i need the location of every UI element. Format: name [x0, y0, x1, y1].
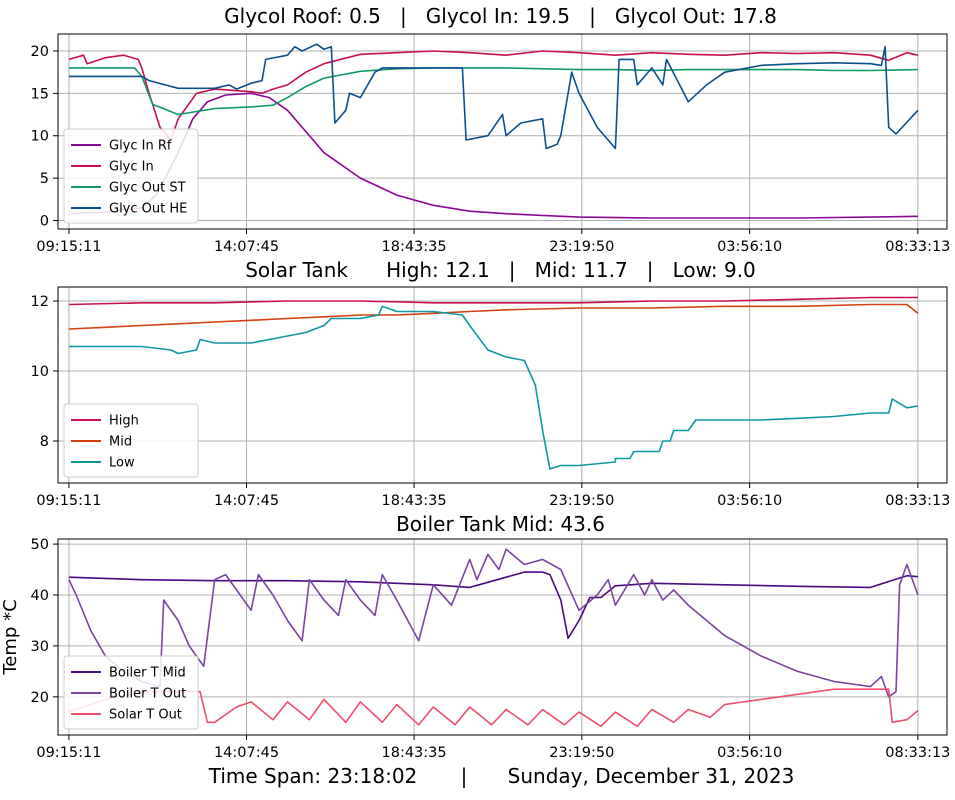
- solar-tank-ytick-label-0: 8: [40, 434, 49, 450]
- solar-tank-ytick-label-2: 12: [31, 294, 49, 310]
- glycol-legend: Glyc In Rf Glyc In Glyc Out ST Glyc Out HE: [63, 128, 199, 224]
- boiler-tank-legend-box: [63, 655, 199, 730]
- solar-tank-xtick-label-2: 18:43:35: [382, 493, 447, 509]
- solar-tank-xtick-label-5: 08:33:13: [885, 493, 950, 509]
- solar-tank-chart: Solar Tank High: 12.1 | Mid: 11.7 | Low:…: [31, 258, 951, 509]
- boiler-tank-ytick-label-3: 50: [31, 537, 49, 553]
- boiler-tank-series-solar-t-out: [68, 688, 919, 728]
- solar-tank-xtick-label-0: 09:15:11: [36, 493, 101, 509]
- solar-tank-xtick-label-3: 23:19:50: [549, 493, 614, 509]
- glycol-legend-label-1: Glyc In: [109, 160, 154, 175]
- glycol-xtick-label-3: 23:19:50: [549, 239, 614, 255]
- glycol-legend-label-2: Glyc Out ST: [109, 181, 186, 196]
- glycol-ytick-label-4: 20: [31, 44, 49, 60]
- solar-tank-series-low: [68, 305, 919, 470]
- glycol-legend-box: [63, 128, 199, 224]
- glycol-chart: Glycol Roof: 0.5 | Glycol In: 19.5 | Gly…: [31, 4, 951, 255]
- boiler-tank-chart: Boiler Tank Mid: 43.6 09:15:11 14:07:45 18:…: [0, 512, 950, 761]
- boiler-tank-ytick-label-1: 30: [31, 639, 49, 655]
- glycol-legend-label-0: Glyc In Rf: [109, 139, 172, 154]
- footer: Time Span: 23:18:02 | Sunday, December 3…: [208, 764, 795, 788]
- glycol-xtick-label-2: 18:43:35: [382, 239, 447, 255]
- boiler-tank-xtick-label-3: 23:19:50: [549, 745, 614, 761]
- boiler-tank-plot-frame: [57, 538, 948, 736]
- solar-tank-legend-label-1: Mid: [109, 435, 132, 450]
- glycol-plot-frame: [57, 33, 948, 230]
- solar-tank-series-high: [68, 296, 918, 306]
- glycol-xtick-label-5: 08:33:13: [885, 239, 950, 255]
- boiler-tank-xtick-label-4: 03:56:10: [717, 745, 782, 761]
- glycol-legend-label-3: Glyc Out HE: [109, 202, 187, 217]
- solar-tank-legend-label-0: High: [109, 414, 139, 429]
- solar-tank-ytick-label-1: 10: [31, 364, 49, 380]
- boiler-tank-xtick-label-1: 14:07:45: [214, 745, 279, 761]
- glycol-series-glyc-out-he: [68, 43, 919, 150]
- glycol-xtick-label-0: 09:15:11: [36, 239, 101, 255]
- glycol-xtick-label-1: 14:07:45: [214, 239, 279, 255]
- solar-tank-legend-label-2: Low: [109, 456, 135, 471]
- glycol-ytick-label-2: 10: [31, 129, 49, 145]
- boiler-tank-ytick-label-0: 20: [31, 690, 49, 706]
- solar-tank-xtick-label-4: 03:56:10: [717, 493, 782, 509]
- boiler-tank-xtick-label-5: 08:33:13: [885, 745, 950, 761]
- boiler-tank-series-boiler-t-mid: [68, 571, 918, 640]
- solar-tank-series-mid: [68, 303, 919, 330]
- solar-tank-plot-frame: [57, 286, 948, 484]
- glycol-series-glyc-out-st: [68, 67, 918, 116]
- glycol-title: Glycol Roof: 0.5 | Glycol In: 19.5 | Gly…: [224, 4, 777, 28]
- footer-separator: |: [461, 764, 468, 788]
- glycol-xtick-label-4: 03:56:10: [717, 239, 782, 255]
- solar-tank-legend: High Mid Low: [63, 403, 199, 478]
- date-label: Sunday, December 31, 2023: [508, 764, 795, 788]
- boiler-tank-legend: Boiler T Mid Boiler T Out Solar T Out: [63, 655, 199, 730]
- glycol-ytick-label-3: 15: [31, 86, 49, 102]
- boiler-tank-series-boiler-t-out: [68, 548, 919, 698]
- boiler-tank-xtick-label-2: 18:43:35: [382, 745, 447, 761]
- solar-tank-title: Solar Tank High: 12.1 | Mid: 11.7 | Low:…: [245, 258, 756, 282]
- glycol-series-glyc-in: [68, 50, 919, 141]
- time-span-label: Time Span: 23:18:02: [208, 764, 418, 788]
- boiler-tank-xtick-label-0: 09:15:11: [36, 745, 101, 761]
- solar-tank-legend-box: [63, 403, 199, 478]
- boiler-tank-legend-label-2: Solar T Out: [109, 708, 182, 723]
- solar-tank-xtick-label-1: 14:07:45: [214, 493, 279, 509]
- glycol-ytick-label-0: 0: [40, 214, 49, 230]
- boiler-tank-legend-label-0: Boiler T Mid: [109, 666, 186, 681]
- glycol-ytick-label-1: 5: [40, 171, 49, 187]
- boiler-tank-ylabel: Temp *C: [0, 599, 21, 675]
- boiler-tank-ytick-label-2: 40: [31, 588, 49, 604]
- boiler-tank-title: Boiler Tank Mid: 43.6: [396, 512, 605, 536]
- boiler-tank-legend-label-1: Boiler T Out: [109, 687, 186, 702]
